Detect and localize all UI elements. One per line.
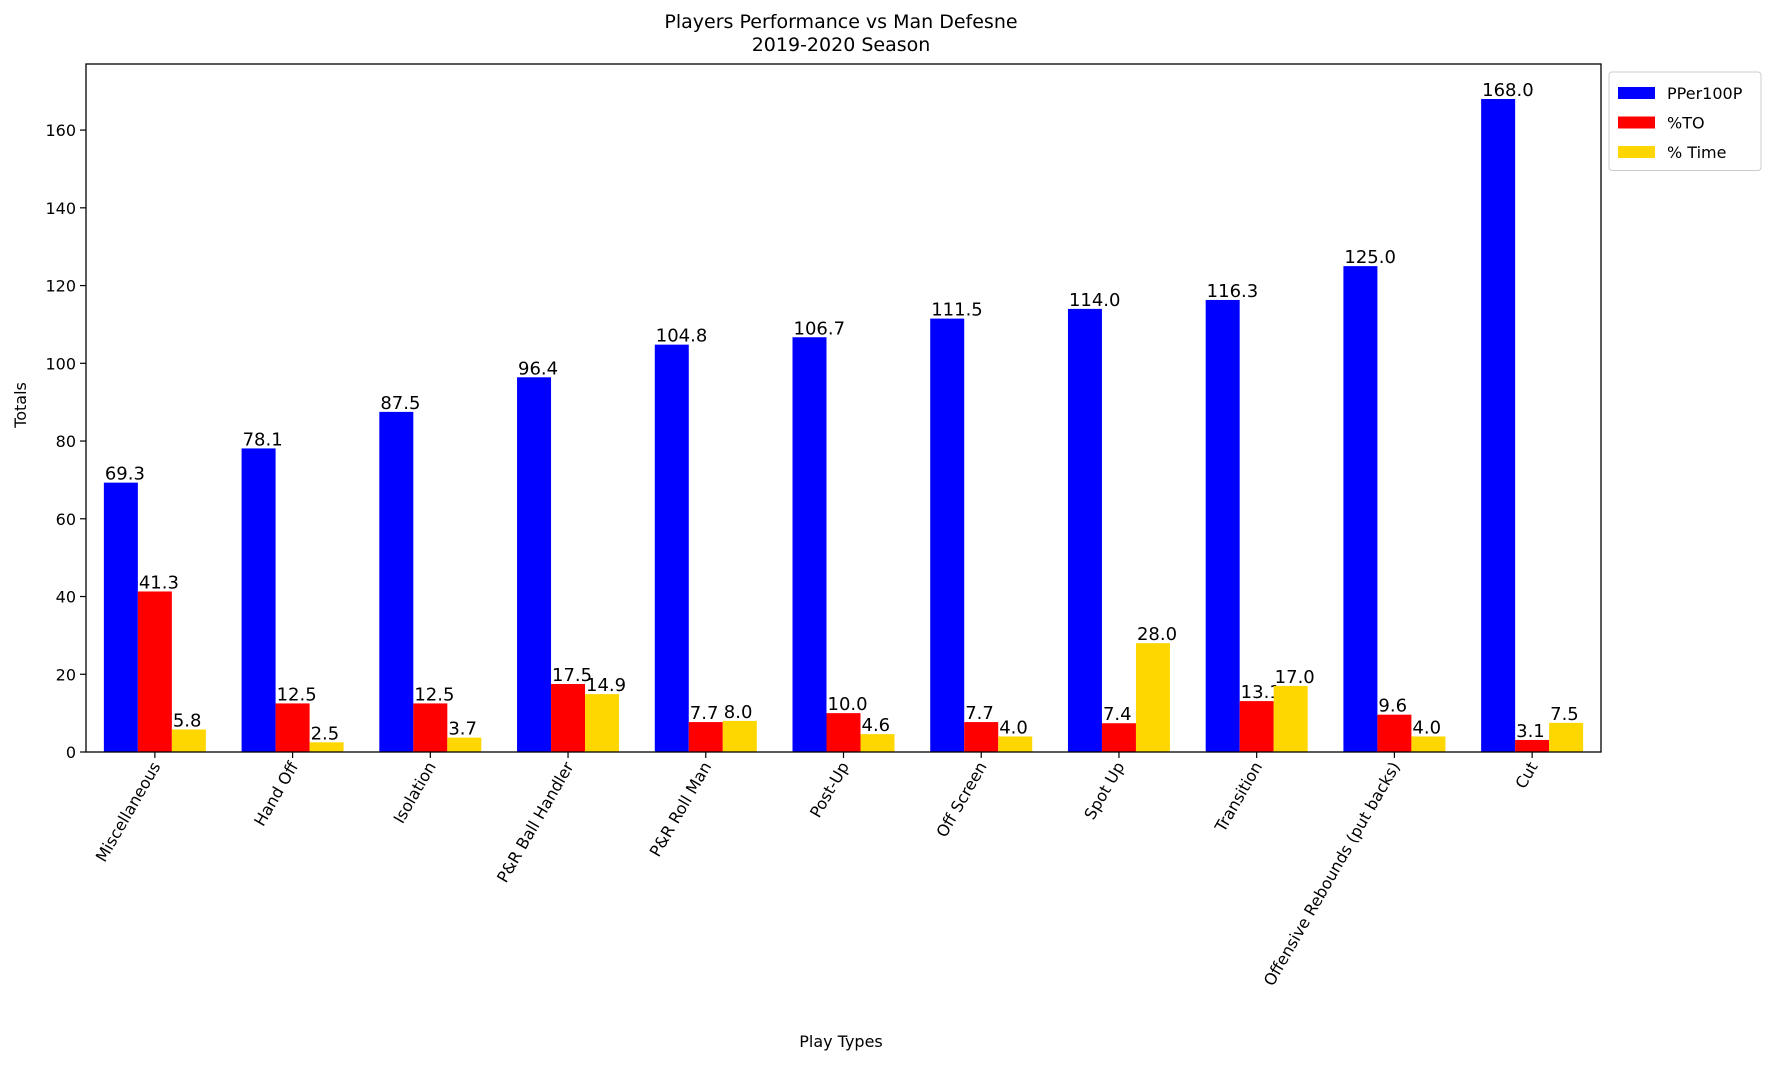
legend-swatch-PPer100P (1618, 87, 1655, 99)
bar-PPer100P-P&R Ball Handler (517, 377, 552, 752)
bar-PPer100P-Post-Up (792, 337, 827, 752)
y-tick-label: 20 (56, 665, 76, 684)
x-tick-label: Offensive Rebounds (put backs) (1260, 759, 1404, 990)
data-label: 17.5 (552, 665, 592, 686)
x-tick-label: Spot Up (1080, 759, 1128, 823)
bar-%TO-Offensive Rebounds (put backs) (1377, 714, 1412, 752)
bar-%TO-Spot Up (1101, 723, 1136, 752)
data-label: 10.0 (828, 694, 868, 715)
bar-PPer100P-Spot Up (1067, 308, 1102, 752)
data-label: 9.6 (1378, 696, 1407, 717)
x-tick-label: Miscellaneous (92, 759, 165, 866)
data-label: 7.7 (965, 703, 994, 724)
bar-% Time-P&R Ball Handler (585, 694, 620, 752)
data-label: 125.0 (1344, 247, 1396, 268)
data-label: 14.9 (586, 675, 626, 696)
x-tick-label: Post-Up (806, 759, 853, 821)
legend-swatch-%TO (1618, 116, 1655, 129)
x-tick-label: Cut (1511, 759, 1541, 792)
legend-label: %TO (1667, 114, 1705, 133)
bar-% Time-Isolation (447, 737, 482, 752)
y-axis-label: Totals (11, 382, 30, 429)
data-label: 87.5 (380, 393, 420, 414)
y-tick-label: 100 (45, 354, 76, 373)
bar-PPer100P-P&R Roll Man (654, 344, 689, 752)
data-label: 13.1 (1241, 682, 1281, 703)
data-label: 7.5 (1550, 704, 1579, 725)
y-tick-label: 40 (56, 588, 76, 607)
chart-title: Players Performance vs Man Defesne (664, 11, 1017, 33)
data-label: 168.0 (1482, 80, 1534, 101)
data-label: 3.1 (1516, 721, 1545, 742)
bar-%TO-P&R Roll Man (688, 722, 723, 752)
x-tick-label: Hand Off (250, 758, 302, 830)
legend-label: PPer100P (1667, 84, 1743, 103)
chart-subtitle: 2019-2020 Season (752, 34, 931, 56)
data-label: 28.0 (1137, 624, 1177, 645)
bar-%TO-Cut (1515, 739, 1550, 752)
x-tick-label: P&R Roll Man (646, 759, 716, 861)
bar-% Time-Offensive Rebounds (put backs) (1411, 736, 1446, 752)
data-label: 78.1 (243, 429, 283, 450)
data-label: 17.0 (1275, 667, 1315, 688)
x-tick-label: P&R Ball Handler (493, 758, 578, 886)
bar-%TO-Post-Up (826, 713, 861, 752)
bar-% Time-Spot Up (1135, 643, 1170, 752)
y-tick-label: 160 (45, 121, 76, 140)
bar-PPer100P-Transition (1205, 299, 1240, 752)
data-label: 3.7 (448, 719, 477, 740)
plot-area: 69.3 78.1 87.5 96.4 104.8 106.7 111.5 114.0 116.… (45, 63, 1602, 990)
bar-% Time-Miscellaneous (171, 729, 206, 752)
data-label: 8.0 (724, 702, 753, 723)
bar-PPer100P-Cut (1481, 98, 1516, 753)
data-label: 12.5 (414, 684, 454, 705)
bar-PPer100P-Miscellaneous (103, 482, 138, 752)
data-label: 106.7 (794, 318, 846, 339)
bar-% Time-Post-Up (860, 734, 895, 752)
data-label: 41.3 (139, 572, 179, 593)
bar-%TO-Transition (1239, 701, 1274, 752)
data-label: 116.3 (1207, 281, 1259, 302)
data-label: 69.3 (105, 464, 145, 485)
bar-PPer100P-Hand Off (241, 448, 276, 752)
bar-PPer100P-Offensive Rebounds (put backs) (1343, 266, 1378, 752)
data-label: 111.5 (931, 300, 983, 321)
bar-% Time-Off Screen (998, 736, 1033, 752)
y-tick-label: 140 (45, 199, 76, 218)
x-tick-label: Isolation (389, 759, 439, 827)
bar-% Time-Transition (1273, 685, 1308, 752)
data-label: 4.6 (862, 715, 891, 736)
bar-% Time-Hand Off (309, 742, 344, 752)
data-label: 4.0 (1412, 717, 1441, 738)
legend: PPer100P %TO % Time (1608, 71, 1762, 171)
legend-swatch-% Time (1618, 146, 1655, 158)
data-label: 12.5 (277, 684, 317, 705)
bar-PPer100P-Isolation (379, 411, 414, 752)
bar-%TO-Miscellaneous (137, 591, 172, 752)
data-label: 2.5 (311, 723, 340, 744)
bar-% Time-Cut (1549, 722, 1584, 752)
bar-PPer100P-Off Screen (930, 318, 965, 752)
data-label: 4.0 (999, 717, 1028, 738)
data-label: 114.0 (1069, 290, 1121, 311)
x-axis-label: Play Types (799, 1032, 883, 1051)
y-tick-label: 60 (56, 510, 76, 529)
x-tick-label: Off Screen (932, 759, 990, 841)
data-label: 7.4 (1103, 704, 1132, 725)
data-label: 5.8 (173, 710, 202, 731)
bar-%TO-Isolation (413, 703, 448, 752)
legend-label: % Time (1667, 143, 1726, 162)
bar-%TO-Hand Off (275, 703, 310, 752)
bar-% Time-P&R Roll Man (722, 720, 757, 752)
y-tick-label: 80 (56, 432, 76, 451)
bar-%TO-P&R Ball Handler (551, 683, 586, 752)
y-tick-label: 0 (66, 743, 76, 762)
bar-%TO-Off Screen (964, 722, 999, 752)
data-label: 104.8 (656, 326, 708, 347)
y-tick-label: 120 (45, 277, 76, 296)
x-tick-label: Transition (1211, 759, 1267, 836)
data-label: 96.4 (518, 358, 558, 379)
data-label: 7.7 (690, 703, 719, 724)
